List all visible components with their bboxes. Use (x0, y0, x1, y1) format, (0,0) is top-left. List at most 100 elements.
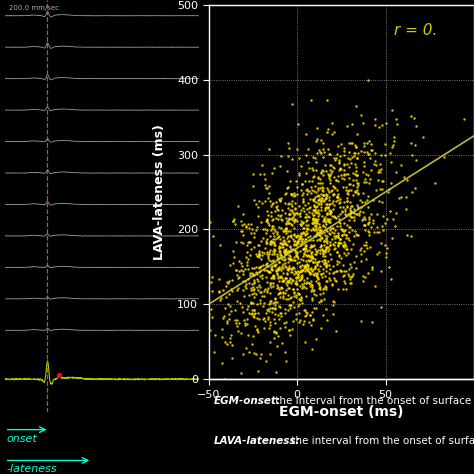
Point (360, 158, 367, 165)
Point (326, 250, 334, 258)
Point (248, 340, 256, 348)
Point (346, 212, 354, 219)
Point (258, 274, 266, 282)
Point (325, 196, 333, 203)
Point (291, 210, 298, 217)
Point (340, 198, 348, 205)
Point (306, 244, 313, 251)
Point (285, 199, 292, 207)
Point (275, 315, 283, 322)
Point (239, 267, 247, 275)
Point (335, 166, 343, 173)
Point (284, 279, 292, 286)
Point (300, 198, 307, 206)
Point (272, 227, 279, 235)
Point (279, 240, 286, 247)
Point (340, 267, 348, 274)
Point (342, 251, 349, 258)
Point (287, 191, 295, 198)
Point (255, 328, 262, 336)
Point (373, 210, 381, 218)
Point (289, 265, 296, 273)
Point (273, 253, 281, 260)
Point (352, 171, 360, 179)
Point (312, 247, 319, 255)
Point (268, 273, 275, 281)
Point (290, 225, 297, 232)
Point (354, 189, 361, 197)
Point (208, 287, 216, 294)
Point (340, 171, 347, 178)
Point (263, 259, 271, 267)
Point (377, 303, 384, 310)
Point (317, 246, 324, 254)
Point (320, 284, 328, 292)
Point (324, 218, 332, 225)
Point (276, 243, 283, 250)
Point (282, 274, 290, 282)
Point (216, 296, 223, 304)
Point (293, 252, 301, 260)
Point (315, 281, 323, 289)
Point (196, 355, 204, 363)
Point (319, 187, 327, 195)
Point (278, 206, 286, 213)
Point (332, 244, 339, 251)
Point (301, 277, 308, 284)
Point (300, 190, 307, 197)
Point (295, 271, 302, 278)
Point (239, 271, 247, 278)
Point (250, 306, 257, 314)
Point (337, 254, 345, 262)
Point (314, 191, 322, 199)
Point (392, 209, 400, 217)
Point (292, 242, 299, 249)
Point (266, 299, 273, 306)
Point (307, 264, 315, 272)
Point (292, 191, 299, 199)
Point (293, 218, 301, 225)
Point (310, 271, 318, 278)
Point (287, 276, 294, 283)
Point (271, 301, 279, 309)
Point (279, 243, 287, 251)
Point (317, 179, 324, 187)
Point (264, 306, 271, 313)
Point (333, 261, 340, 268)
Point (274, 272, 282, 280)
Point (307, 190, 314, 197)
Point (301, 264, 308, 272)
Point (316, 148, 324, 156)
Point (296, 235, 304, 242)
Point (319, 246, 326, 254)
Point (302, 152, 310, 159)
Point (301, 306, 309, 314)
Point (302, 311, 310, 319)
Point (252, 263, 260, 270)
Point (338, 231, 346, 239)
Point (300, 279, 308, 287)
Point (280, 228, 287, 235)
Point (285, 237, 293, 245)
Point (328, 167, 336, 174)
Point (328, 169, 335, 177)
Point (295, 276, 302, 284)
Point (303, 190, 310, 197)
Point (243, 320, 250, 328)
Point (302, 130, 310, 138)
Point (391, 133, 398, 140)
Point (360, 221, 367, 228)
Point (365, 228, 373, 236)
Point (320, 237, 328, 245)
Point (255, 249, 263, 256)
Point (277, 225, 285, 232)
Point (325, 207, 333, 215)
Point (255, 309, 262, 317)
Point (291, 215, 299, 223)
Point (324, 244, 331, 251)
Point (268, 262, 276, 269)
Point (292, 237, 299, 245)
Point (323, 277, 330, 284)
Point (317, 170, 325, 177)
Point (349, 169, 357, 177)
